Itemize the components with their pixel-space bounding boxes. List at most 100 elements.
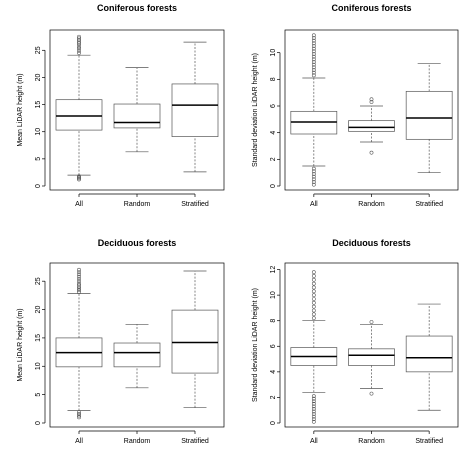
outlier-point [311,52,316,56]
outlier-point [311,281,316,286]
y-tick-label: 5 [35,157,42,161]
plot-frame [49,29,225,191]
outlier-point [311,44,316,48]
x-tick-label: Stratified [181,438,209,445]
outlier-point [77,51,81,55]
y-tick-label: 25 [35,277,42,285]
outlier-point [311,316,316,321]
box-stratified [171,41,219,173]
plot-frame [284,29,459,191]
y-tick-label: 10 [35,362,42,370]
x-tick-label: Random [358,201,385,208]
outlier-point [311,404,316,409]
outlier-point [311,417,316,422]
y-tick-label: 10 [35,128,42,136]
outlier-point [77,272,81,277]
outlier-point [77,45,81,49]
outlier-point [369,150,374,155]
y-tick-label: 10 [270,49,277,57]
y-tick-label: 20 [35,306,42,314]
outlier-point [311,38,316,43]
outlier-point [77,174,81,179]
outlier-point [311,70,316,75]
outlier-point [311,270,316,275]
outlier-point [311,394,316,399]
x-tick-label: Stratified [415,438,443,445]
outlier-point [311,396,316,401]
iqr-box [171,309,219,374]
chart-panel-2: Coniferous forests Standard deviation LiD… [252,3,459,208]
chart-title: Coniferous forests [97,3,177,13]
iqr-box [405,335,453,373]
y-tick-label: 0 [35,421,42,425]
outlier-point [311,166,316,171]
chart-panel-1: Coniferous forests Mean LiDAR height (m) 0… [17,3,225,208]
chart-title: Deciduous forests [332,238,411,248]
outlier-point [369,320,374,324]
outlier-point [311,308,316,313]
outlier-point [311,277,316,282]
outlier-point [311,172,316,176]
y-tick-label: 0 [270,184,277,188]
outlier-point [77,36,81,41]
outlier-point [311,68,316,72]
outlier-point [311,414,316,419]
outlier-point [311,419,316,424]
iqr-box [55,99,103,131]
box-stratified [171,270,219,409]
y-tick-label: 8 [270,77,277,81]
outlier-point [369,97,374,102]
outlier-point [369,391,374,396]
outlier-point [77,279,81,284]
outlier-point [77,46,81,51]
box-random [348,320,395,396]
outlier-point [311,177,316,182]
iqr-box [113,103,161,129]
iqr-box [348,120,395,132]
x-tick-label: All [75,438,83,445]
outlier-point [311,73,316,78]
outlier-point [311,180,316,184]
plot-frame [284,262,459,428]
outlier-point [77,176,81,181]
outlier-point [77,270,81,275]
outlier-point [77,175,81,180]
outlier-point [311,57,316,62]
box-all [55,34,103,182]
y-tick-label: 25 [35,46,42,54]
outlier-point [311,297,316,301]
outlier-point [311,407,316,411]
outlier-point [311,60,316,64]
outlier-point [311,401,316,406]
outlier-point [311,41,316,46]
box-random [113,323,161,389]
y-tick-label: 4 [270,370,277,374]
box-random [348,97,395,155]
y-tick-label: 15 [35,334,42,342]
outlier-point [311,36,316,40]
iqr-box [405,90,453,140]
outlier-point [311,274,316,278]
y-tick-label: 5 [35,393,42,397]
y-tick-label: 0 [270,421,277,425]
iqr-box [113,342,161,368]
outlier-point [77,267,81,272]
outlier-point [311,169,316,174]
y-tick-label: 12 [270,266,277,274]
y-tick-label: 15 [35,101,42,109]
box-stratified [405,62,453,174]
y-tick-label: 6 [270,104,277,108]
y-tick-label: 4 [270,131,277,135]
outlier-point [311,399,316,404]
chart-title: Coniferous forests [331,3,411,13]
y-tick-label: 2 [270,395,277,399]
chart-panel-4: Deciduous forests Standard deviation LiDA… [252,238,459,445]
outlier-point [311,289,316,294]
y-axis-label: Mean LiDAR height (m) [17,308,24,381]
outlier-point [311,300,316,305]
outlier-point [311,182,316,187]
box-all [290,270,338,424]
iqr-box [171,83,219,137]
y-axis-label: Standard deviation LiDAR height (m) [252,53,259,167]
